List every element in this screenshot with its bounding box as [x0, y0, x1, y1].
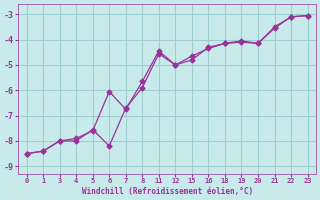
X-axis label: Windchill (Refroidissement éolien,°C): Windchill (Refroidissement éolien,°C) — [82, 187, 253, 196]
